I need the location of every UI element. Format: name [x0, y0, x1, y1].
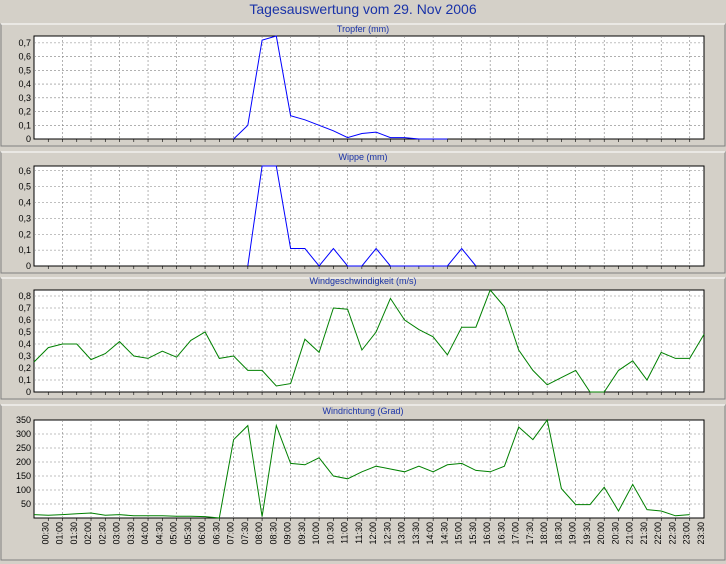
x-tick-label: 09:00	[283, 522, 293, 545]
y-tick-label: 0,2	[18, 229, 31, 239]
y-tick-label: 250	[16, 443, 31, 453]
plot-area-0	[33, 35, 705, 140]
x-tick-label: 12:30	[382, 522, 392, 545]
y-tick-label: 0,4	[18, 79, 31, 89]
y-tick-label: 0,2	[18, 107, 31, 117]
x-tick-label: 20:30	[610, 522, 620, 545]
x-tick-label: 19:00	[568, 522, 578, 545]
x-tick-label: 00:30	[40, 522, 50, 545]
y-tick-label: 0,5	[18, 327, 31, 337]
x-tick-label: 11:30	[354, 522, 364, 544]
x-tick-label: 03:00	[112, 522, 122, 545]
x-tick-label: 14:30	[439, 522, 449, 545]
chart-title-2: Windgeschwindigkeit (m/s)	[309, 276, 416, 286]
x-tick-label: 10:00	[311, 522, 321, 545]
x-tick-label: 22:30	[667, 522, 677, 545]
x-tick-label: 12:00	[368, 522, 378, 545]
series-line-2	[33, 289, 705, 393]
x-tick-label: 08:00	[254, 522, 264, 545]
x-tick-label: 09:30	[297, 522, 307, 545]
x-tick-label: 07:00	[226, 522, 236, 545]
x-tick-label: 16:00	[482, 522, 492, 545]
y-tick-label: 0,4	[18, 339, 31, 349]
y-tick-label: 300	[16, 429, 31, 439]
series-line-3	[33, 418, 690, 519]
x-tick-label: 23:30	[696, 522, 706, 545]
x-tick-label: 02:30	[97, 522, 107, 545]
y-tick-label: 0	[26, 134, 31, 144]
x-tick-label: 06:30	[211, 522, 221, 545]
y-tick-label: 0,1	[18, 375, 31, 385]
x-tick-label: 18:30	[553, 522, 563, 545]
x-tick-label: 17:30	[525, 522, 535, 545]
x-tick-label: 22:00	[653, 522, 663, 545]
x-tick-label: 20:00	[596, 522, 606, 545]
x-tick-label: 18:00	[539, 522, 549, 545]
x-tick-label: 21:30	[639, 522, 649, 545]
x-tick-label: 05:30	[183, 522, 193, 545]
x-tick-label: 04:00	[140, 522, 150, 545]
x-tick-label: 07:30	[240, 522, 250, 545]
page-title: Tagesauswertung vom 29. Nov 2006	[249, 1, 477, 17]
y-tick-label: 0,6	[18, 166, 31, 176]
y-tick-label: 200	[16, 457, 31, 467]
y-tick-label: 0,6	[18, 52, 31, 62]
x-tick-label: 06:00	[197, 522, 207, 545]
x-tick-label: 13:00	[397, 522, 407, 545]
chart-title-1: Wippe (mm)	[339, 152, 388, 162]
y-tick-label: 50	[21, 499, 31, 509]
plot-area-1	[33, 165, 705, 267]
y-tick-label: 0,2	[18, 363, 31, 373]
x-tick-label: 16:30	[496, 522, 506, 545]
y-tick-label: 0,1	[18, 245, 31, 255]
chart-title-3: Windrichtung (Grad)	[322, 406, 403, 416]
x-tick-label: 15:00	[454, 522, 464, 545]
x-tick-label: 01:30	[69, 522, 79, 545]
x-tick-label: 08:30	[268, 522, 278, 545]
y-tick-label: 350	[16, 415, 31, 425]
y-tick-label: 0,1	[18, 120, 31, 130]
y-tick-label: 0,5	[18, 182, 31, 192]
y-tick-label: 0,3	[18, 351, 31, 361]
x-tick-label: 04:30	[154, 522, 164, 545]
y-tick-label: 0,6	[18, 315, 31, 325]
y-tick-label: 0,3	[18, 213, 31, 223]
y-tick-label: 0,8	[18, 291, 31, 301]
x-tick-label: 19:30	[582, 522, 592, 545]
y-tick-label: 0,7	[18, 38, 31, 48]
x-tick-label: 01:00	[55, 522, 65, 545]
x-tick-label: 02:00	[83, 522, 93, 545]
y-tick-label: 0,7	[18, 303, 31, 313]
y-tick-label: 0,3	[18, 93, 31, 103]
y-tick-label: 0	[26, 387, 31, 397]
series-line-1	[247, 165, 477, 267]
x-tick-label: 11:00	[340, 522, 350, 544]
x-tick-label: 15:30	[468, 522, 478, 545]
x-tick-label: 14:00	[425, 522, 435, 545]
x-tick-label: 05:00	[169, 522, 179, 545]
chart-title-0: Tropfer (mm)	[337, 24, 389, 34]
y-tick-label: 150	[16, 471, 31, 481]
x-tick-label: 21:00	[625, 522, 635, 545]
y-tick-label: 0,5	[18, 65, 31, 75]
series-line-0	[233, 35, 448, 140]
y-tick-label: 0	[26, 261, 31, 271]
y-tick-label: 100	[16, 485, 31, 495]
y-tick-label: 0,4	[18, 198, 31, 208]
x-tick-label: 10:30	[325, 522, 335, 545]
x-tick-label: 03:30	[126, 522, 136, 545]
x-tick-label: 17:00	[511, 522, 521, 545]
x-tick-label: 23:00	[682, 522, 692, 545]
x-tick-label: 13:30	[411, 522, 421, 545]
